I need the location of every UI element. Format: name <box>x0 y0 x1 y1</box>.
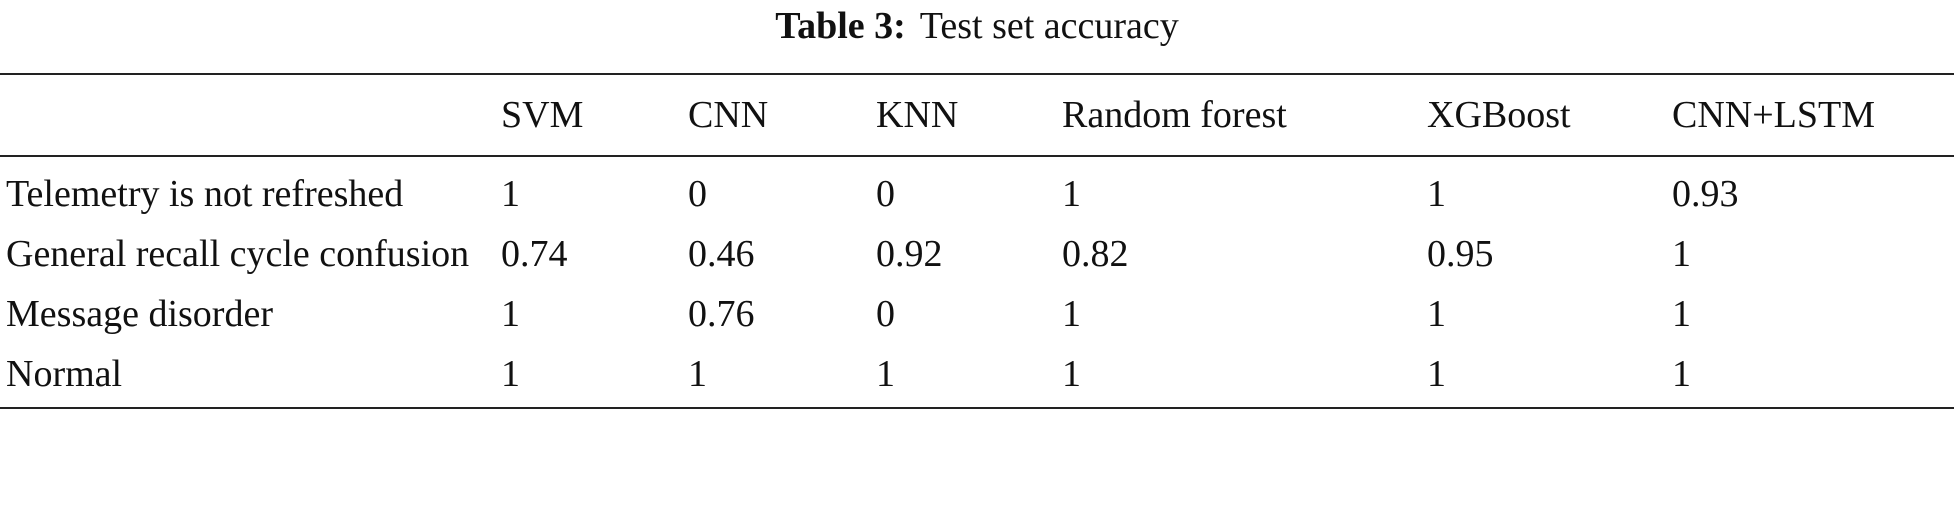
cell-value: 0.93 <box>1672 173 1739 215</box>
cell-value: 0.76 <box>688 293 755 335</box>
cell-value: 0.95 <box>1427 233 1494 275</box>
column-header: CNN <box>688 94 769 136</box>
caption-label: Table 3: <box>775 5 906 47</box>
row-label: Message disorder <box>6 293 273 335</box>
table-row: General recall cycle confusion 0.74 0.46 0.… <box>0 221 1954 281</box>
corner-cell <box>0 74 495 156</box>
cell-value: 1 <box>1062 353 1081 395</box>
header-row: SVM CNN KNN Random forest XGBoost CNN+LSTM <box>0 74 1954 156</box>
caption-title: Test set accuracy <box>919 5 1179 47</box>
cell-value: 1 <box>1672 293 1691 335</box>
table-row: Telemetry is not refreshed 1 0 0 1 1 0.93 <box>0 156 1954 221</box>
column-header: KNN <box>876 94 959 136</box>
cell-value: 0.82 <box>1062 233 1129 275</box>
cell-value: 0 <box>876 173 895 215</box>
cell-value: 0.74 <box>501 233 568 275</box>
cell-value: 1 <box>1427 293 1446 335</box>
column-header: XGBoost <box>1427 94 1571 136</box>
cell-value: 1 <box>1672 353 1691 395</box>
cell-value: 1 <box>501 293 520 335</box>
cell-value: 1 <box>688 353 707 395</box>
cell-value: 0.46 <box>688 233 755 275</box>
results-table: SVM CNN KNN Random forest XGBoost CNN+LSTM Te… <box>0 73 1954 409</box>
cell-value: 1 <box>1427 173 1446 215</box>
column-header: SVM <box>501 94 584 136</box>
cell-value: 1 <box>501 353 520 395</box>
table-body: Telemetry is not refreshed 1 0 0 1 1 0.93 Gener… <box>0 156 1954 408</box>
column-header: Random forest <box>1062 94 1287 136</box>
table-row: Normal 1 1 1 1 1 1 <box>0 341 1954 408</box>
caption: Table 3: Test set accuracy <box>0 2 1954 50</box>
cell-value: 1 <box>501 173 520 215</box>
cell-value: 1 <box>1427 353 1446 395</box>
cell-value: 1 <box>876 353 895 395</box>
row-label: Telemetry is not refreshed <box>6 173 404 215</box>
column-header: CNN+LSTM <box>1672 94 1876 136</box>
cell-value: 1 <box>1672 233 1691 275</box>
row-label: General recall cycle confusion <box>6 233 470 275</box>
row-label: Normal <box>6 353 123 395</box>
cell-value: 0 <box>876 293 895 335</box>
cell-value: 1 <box>1062 173 1081 215</box>
cell-value: 0 <box>688 173 707 215</box>
table-row: Message disorder 1 0.76 0 1 1 1 <box>0 281 1954 341</box>
cell-value: 1 <box>1062 293 1081 335</box>
cell-value: 0.92 <box>876 233 943 275</box>
